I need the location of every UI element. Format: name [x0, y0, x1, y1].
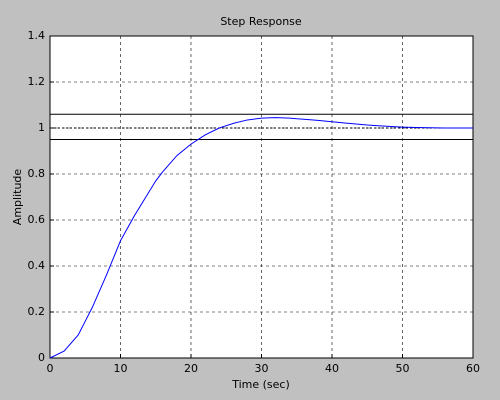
- y-tick-label: 0.6: [28, 213, 46, 226]
- y-tick-label: 0.4: [28, 259, 46, 272]
- series-line: [49, 117, 473, 359]
- y-axis-label: Amplitude: [11, 169, 24, 226]
- y-tick-label: 1.2: [28, 75, 46, 88]
- y-tick-label: 1.4: [28, 29, 46, 42]
- axes-box: [49, 35, 474, 359]
- y-tick-label: 0.2: [28, 305, 46, 318]
- y-tick-label: 0.8: [28, 167, 46, 180]
- x-tick-label: 30: [255, 362, 269, 375]
- x-tick-label: 10: [114, 362, 128, 375]
- x-tick-label: 20: [184, 362, 198, 375]
- x-tick-label: 60: [466, 362, 480, 375]
- x-tick-label: 40: [325, 362, 339, 375]
- x-tick-label: 0: [47, 362, 54, 375]
- y-tick-label: 1: [38, 121, 45, 134]
- plot-area: [50, 36, 473, 358]
- x-tick-label: 50: [396, 362, 410, 375]
- y-tick-label: 0: [38, 351, 45, 364]
- chart-title: Step Response: [220, 15, 302, 28]
- x-axis-label: Time (sec): [231, 378, 290, 391]
